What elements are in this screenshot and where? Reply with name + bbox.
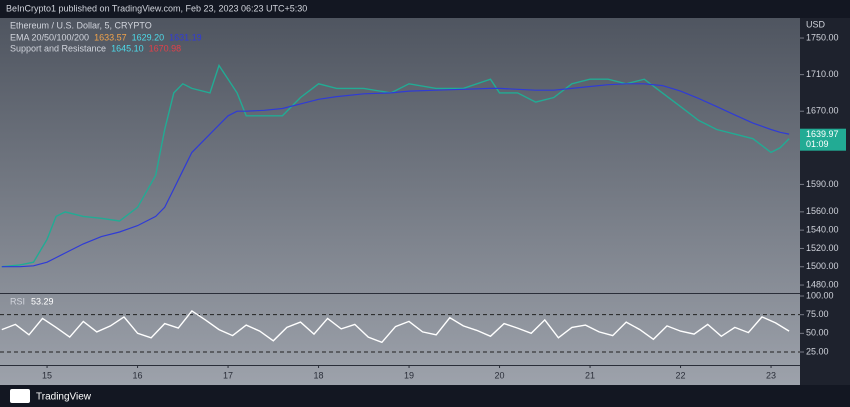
published-note: BeInCrypto1 published on TradingView.com… — [6, 3, 307, 13]
y-tick-label: 1710.00 — [806, 69, 839, 79]
indicator-readout: 1670.98 — [149, 43, 182, 53]
last-price: 1639.97 — [806, 129, 839, 139]
series-line — [1, 309, 790, 344]
y-tick-label: 1520.00 — [806, 243, 839, 253]
x-tick-label: 15 — [42, 370, 52, 380]
y-tick-label: 1590.00 — [806, 179, 839, 189]
x-tick-label: 17 — [223, 370, 233, 380]
series-line — [1, 63, 790, 268]
pane-title: Ethereum / U.S. Dollar, 5, CRYPTO — [10, 20, 152, 30]
last-price-box — [800, 128, 846, 151]
countdown: 01:09 — [806, 139, 829, 149]
x-tick-label: 20 — [495, 370, 505, 380]
y-tick-label: 1500.00 — [806, 261, 839, 271]
series-line — [1, 83, 790, 268]
indicator-readout: 1633.57 — [94, 32, 127, 42]
indicator-readout: 1645.10 — [111, 43, 144, 53]
pane-readout: 53.29 — [31, 296, 54, 306]
x-tick-label: 23 — [766, 370, 776, 380]
y-tick-label: 50.00 — [806, 328, 829, 338]
pane-title: RSI — [10, 296, 25, 306]
x-tick-label: 19 — [404, 370, 414, 380]
price-axis — [800, 18, 850, 385]
plot-background — [0, 18, 800, 385]
indicator-label: EMA 20/50/100/200 — [10, 32, 89, 42]
brand: TradingView — [36, 392, 92, 403]
currency: USD — [806, 19, 826, 29]
y-tick-label: 75.00 — [806, 309, 829, 319]
y-tick-label: 100.00 — [806, 290, 834, 300]
y-tick-label: 25.00 — [806, 346, 829, 356]
y-tick-label: 1540.00 — [806, 225, 839, 235]
y-tick-label: 1670.00 — [806, 106, 839, 116]
brand-logo — [10, 389, 30, 403]
x-tick-label: 18 — [314, 370, 324, 380]
y-tick-label: 1750.00 — [806, 32, 839, 42]
y-tick-label: 1560.00 — [806, 206, 839, 216]
indicator-readout: 1631.19 — [169, 32, 202, 42]
indicator-readout: 1629.20 — [132, 32, 165, 42]
x-tick-label: 21 — [585, 370, 595, 380]
x-tick-label: 16 — [133, 370, 143, 380]
x-tick-label: 22 — [676, 370, 686, 380]
y-tick-label: 1480.00 — [806, 279, 839, 289]
indicator-label: Support and Resistance — [10, 43, 106, 53]
header-bar — [0, 0, 850, 18]
